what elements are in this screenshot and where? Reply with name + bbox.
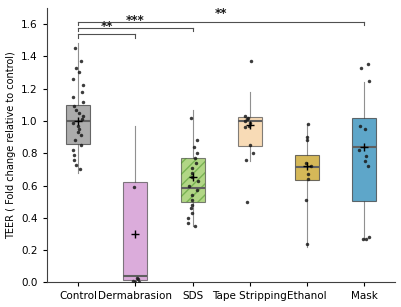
Bar — [238, 117, 262, 146]
Y-axis label: TEER ( Fold change relative to control): TEER ( Fold change relative to control) — [6, 51, 16, 239]
Text: **: ** — [101, 20, 113, 33]
Bar — [180, 158, 205, 202]
Bar — [180, 158, 205, 202]
Text: **: ** — [215, 7, 227, 20]
Bar — [124, 182, 147, 280]
Bar — [66, 105, 90, 144]
Bar — [295, 155, 319, 180]
Text: ***: *** — [126, 14, 145, 27]
Bar — [352, 118, 376, 201]
